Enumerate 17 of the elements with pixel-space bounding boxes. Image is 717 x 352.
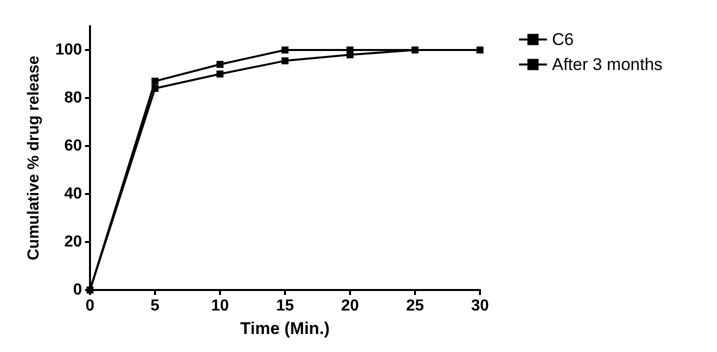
y-tick-label: 80: [64, 90, 82, 106]
x-tick-label: 10: [211, 298, 229, 314]
x-tick-label: 15: [276, 298, 294, 314]
x-tick-label: 25: [406, 298, 424, 314]
x-tick-label: 20: [341, 298, 359, 314]
y-axis-title: Cumulative % drug release: [26, 56, 42, 260]
legend-label: After 3 months: [552, 55, 663, 74]
x-axis-title: Time (Min.): [240, 319, 330, 338]
y-tick-label: 100: [55, 42, 82, 58]
y-tick-label: 20: [64, 234, 82, 250]
x-tick-label: 30: [471, 298, 489, 314]
legend-label: C6: [552, 30, 574, 49]
x-tick-label: 0: [86, 298, 95, 314]
y-tick-label: 40: [64, 186, 82, 202]
x-tick-label: 5: [150, 298, 160, 314]
y-tick-label: 60: [64, 138, 82, 154]
y-tick-label: 0: [73, 282, 82, 298]
